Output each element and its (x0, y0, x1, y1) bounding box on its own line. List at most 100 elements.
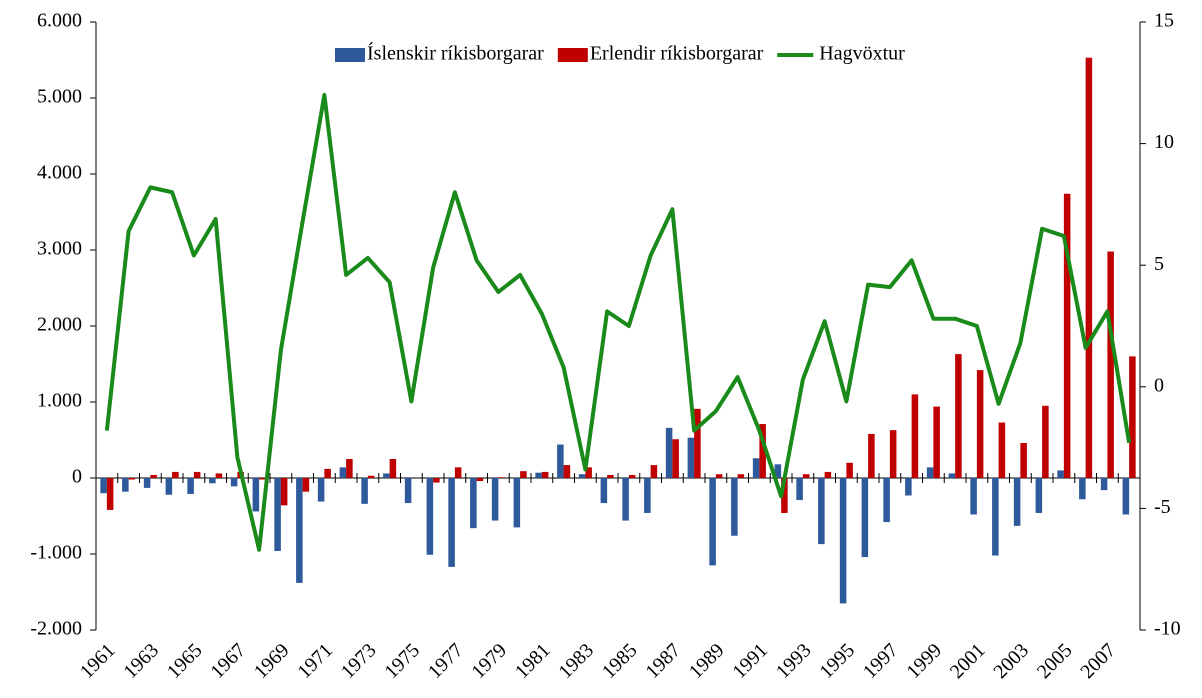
y2-tick-label: 5 (1154, 253, 1164, 275)
bar (150, 474, 157, 478)
bar (476, 478, 484, 482)
x-tick-label: 1983 (554, 639, 598, 683)
bar (274, 478, 281, 551)
bar (1042, 405, 1049, 478)
x-tick-label: 1961 (76, 639, 120, 683)
x-tick-label: 1979 (467, 639, 511, 683)
y2-tick-label: 0 (1154, 374, 1164, 396)
bar (172, 471, 179, 478)
bar (585, 467, 592, 478)
x-tick-label: 2005 (1033, 639, 1077, 683)
x-tick-label: 1997 (859, 639, 903, 683)
bar (563, 465, 571, 478)
y-tick-label: 6.000 (37, 10, 82, 32)
bar (839, 478, 847, 604)
bar (252, 478, 260, 512)
bar (818, 478, 825, 545)
bar (491, 478, 499, 521)
bar (541, 471, 549, 478)
bar (802, 474, 810, 478)
bar (759, 424, 766, 478)
bar (955, 354, 962, 478)
x-tick-label: 1991 (728, 639, 772, 683)
x-tick-label: 1977 (424, 639, 468, 683)
bar (165, 478, 173, 495)
x-tick-label: 1993 (772, 639, 816, 683)
bar (1020, 443, 1027, 478)
bar (280, 478, 288, 506)
bar (709, 478, 716, 566)
bar (846, 462, 853, 478)
bar (578, 474, 586, 478)
x-tick-label: 1987 (641, 639, 685, 683)
y2-tick-label: 15 (1154, 10, 1174, 32)
x-tick-label: 1965 (163, 639, 207, 683)
bar (948, 473, 956, 478)
bar (1013, 478, 1021, 526)
bar (1035, 478, 1043, 513)
y-tick-label: 5.000 (37, 86, 82, 108)
bar (976, 370, 984, 478)
bar (861, 478, 869, 558)
y2-tick-label: -10 (1154, 618, 1181, 640)
bar (106, 478, 114, 510)
bar (796, 478, 803, 501)
bar (992, 478, 999, 556)
bar (346, 459, 353, 478)
bar (383, 473, 390, 478)
y-tick-label: 3.000 (37, 238, 82, 260)
bar (970, 478, 977, 515)
bar (302, 478, 310, 492)
x-tick-label: 2001 (946, 639, 990, 683)
bar (926, 467, 934, 478)
bar (1085, 57, 1093, 478)
bar (324, 468, 331, 478)
x-tick-label: 1995 (815, 639, 859, 683)
bar (100, 478, 107, 494)
y-tick-label: 1.000 (37, 390, 82, 412)
bar (687, 437, 695, 478)
x-tick-label: 1989 (685, 639, 729, 683)
bar (715, 474, 723, 478)
bar (1063, 193, 1071, 478)
bar (339, 467, 347, 478)
bar (731, 478, 738, 536)
bar (404, 478, 412, 504)
bar (911, 394, 919, 478)
bar (557, 444, 564, 478)
bar (143, 478, 151, 488)
bar (361, 478, 368, 504)
bar (193, 471, 201, 478)
bar (694, 408, 701, 478)
y2-tick-label: -5 (1154, 496, 1171, 518)
bar (498, 477, 505, 478)
y2-tick-label: 10 (1154, 131, 1174, 153)
x-tick-label: 1969 (250, 639, 294, 683)
x-tick-label: 2007 (1076, 639, 1120, 683)
bar (230, 478, 238, 487)
y-tick-label: 0 (72, 466, 82, 488)
legend-swatch (557, 48, 588, 62)
bar (296, 478, 303, 583)
legend-swatch (335, 48, 365, 62)
x-tick-label: 2003 (989, 639, 1033, 683)
x-tick-label: 1973 (337, 639, 381, 683)
bar (752, 458, 760, 478)
bar (1057, 470, 1064, 478)
bar (1100, 478, 1108, 491)
bar (1079, 478, 1086, 500)
bar (520, 471, 527, 478)
bar (1129, 356, 1136, 478)
bar (672, 439, 679, 478)
x-tick-label: 1999 (902, 639, 946, 683)
bar (650, 465, 658, 478)
bar (998, 422, 1006, 478)
legend-label: Íslenskir ríkisborgarar (367, 42, 544, 65)
bar (665, 427, 673, 478)
bar (781, 478, 788, 513)
bar (1107, 251, 1114, 478)
x-tick-label: 1975 (380, 639, 424, 683)
bar (448, 478, 455, 567)
bar (737, 474, 745, 478)
y-tick-label: 4.000 (37, 162, 82, 184)
